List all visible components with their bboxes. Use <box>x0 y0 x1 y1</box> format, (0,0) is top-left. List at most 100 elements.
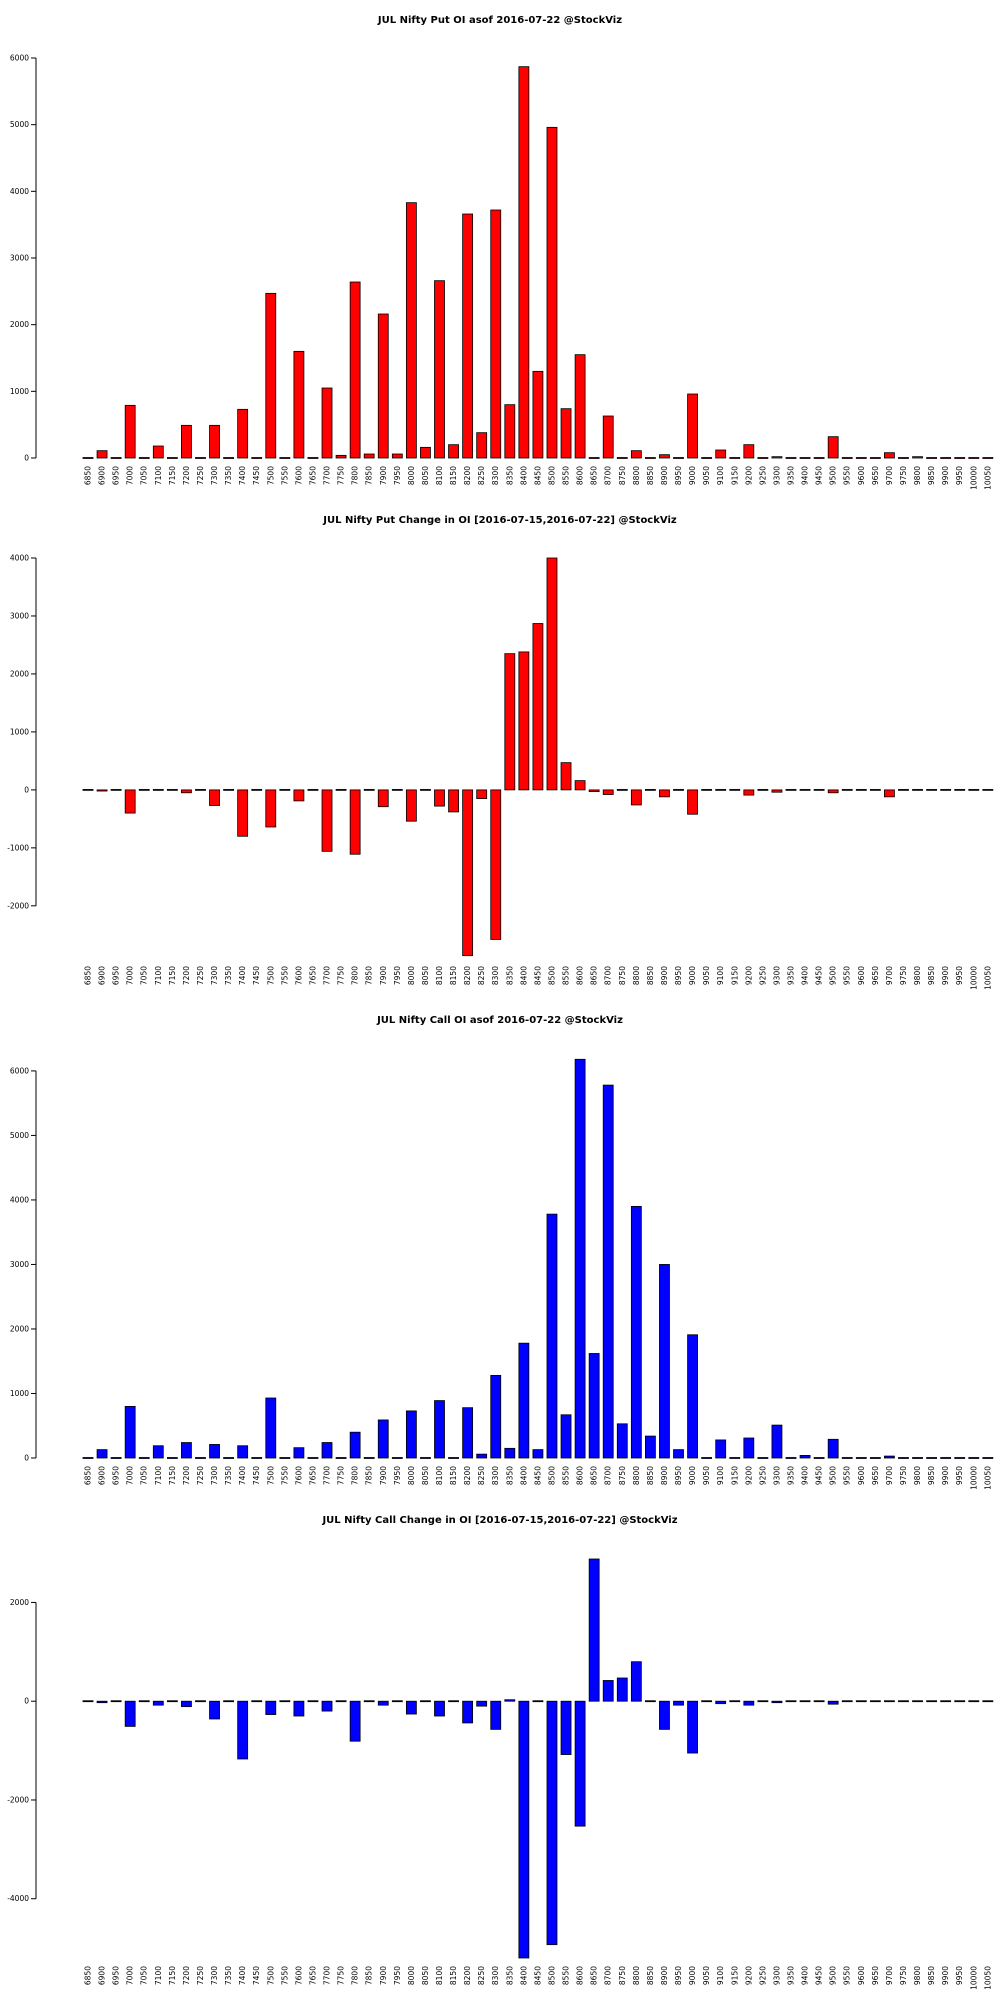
x-tick-label: 7150 <box>168 1466 177 1485</box>
bar-8950 <box>673 1449 684 1459</box>
bar-8500 <box>546 1700 558 1946</box>
bar-8650 <box>588 789 600 793</box>
bar-9150 <box>729 1700 741 1703</box>
bar-8500 <box>546 1213 558 1459</box>
x-tick-label: 7100 <box>154 1466 163 1485</box>
x-tick-label: 7100 <box>154 1966 163 1985</box>
x-tick-label: 9100 <box>716 966 725 985</box>
bar-8150 <box>448 1457 459 1459</box>
x-tick-label: 7800 <box>351 466 360 485</box>
bar-7650 <box>307 1457 319 1459</box>
x-tick-label: 7000 <box>126 966 135 985</box>
y-tick-label: 6000 <box>10 1066 29 1075</box>
bar-9350 <box>785 788 797 791</box>
x-tick-label: 7400 <box>238 966 247 985</box>
bar-9300 <box>771 1424 783 1459</box>
x-tick-label: 7150 <box>168 966 177 985</box>
bar-9600 <box>855 457 867 459</box>
y-tick-label: 4000 <box>10 187 29 196</box>
x-tick-label: 7800 <box>351 966 360 985</box>
x-tick-label: 7650 <box>308 1966 317 1985</box>
bar-8900 <box>659 1700 670 1730</box>
y-tick-label: 2000 <box>10 1598 29 1607</box>
x-tick-label: 9400 <box>801 966 810 985</box>
call-oi-chart-panel: JUL Nifty Call OI asof 2016-07-22 @Stock… <box>0 1000 1000 1500</box>
bar-9800 <box>912 788 923 791</box>
bar-8650 <box>588 457 600 459</box>
x-tick-label: 8150 <box>449 966 458 985</box>
bar-7200 <box>181 424 192 459</box>
bar-8450 <box>532 623 544 791</box>
y-tick-label: 3000 <box>10 611 29 620</box>
bar-8650 <box>588 1558 600 1702</box>
bar-8500 <box>546 126 558 459</box>
bar-9100 <box>715 1700 727 1705</box>
x-tick-label: 8750 <box>618 1466 627 1485</box>
x-tick-label: 9350 <box>787 466 796 485</box>
bar-7750 <box>335 454 347 459</box>
bar-6900 <box>96 450 108 459</box>
x-tick-label: 7900 <box>379 466 388 485</box>
bar-7350 <box>223 457 235 459</box>
bar-7600 <box>293 350 305 459</box>
x-tick-label: 6900 <box>98 966 107 985</box>
x-tick-label: 7250 <box>196 1466 205 1485</box>
bar-9900 <box>940 788 952 791</box>
put-oi-chart: JUL Nifty Put OI asof 2016-07-22 @StockV… <box>10 15 994 490</box>
y-axis: 0 1000 2000 3000 4000 5000 6000 <box>10 54 37 463</box>
x-tick-label: 7600 <box>294 1966 303 1985</box>
bar-9950 <box>954 457 966 459</box>
bar-7100 <box>152 788 164 791</box>
x-tick-label: 9950 <box>955 966 964 985</box>
bar-9400 <box>799 1700 811 1703</box>
bar-9850 <box>926 457 937 459</box>
bar-7050 <box>138 1457 150 1459</box>
bar-8700 <box>602 415 614 459</box>
bar-10000 <box>968 1700 980 1703</box>
bar-9200 <box>743 1700 755 1706</box>
x-tick-label: 8000 <box>407 1466 416 1485</box>
x-tick-label: 9900 <box>941 1966 950 1985</box>
bar-7150 <box>166 788 178 791</box>
bar-9550 <box>841 457 853 459</box>
bar-7300 <box>209 789 220 806</box>
bar-8850 <box>645 457 656 459</box>
x-tick-label: 8100 <box>435 1966 444 1985</box>
x-tick-label: 7200 <box>182 1466 191 1485</box>
x-axis-labels: 6850 6900 6950 7000 7050 7100 7150 7200 7250 7300… <box>84 466 993 490</box>
x-tick-label: 9800 <box>913 466 922 485</box>
x-tick-label: 8550 <box>562 1466 571 1485</box>
x-tick-label: 8950 <box>674 1966 683 1985</box>
bar-8700 <box>602 1084 614 1459</box>
bar-6950 <box>110 788 122 791</box>
bar-9200 <box>743 1437 755 1459</box>
x-tick-label: 7650 <box>308 966 317 985</box>
y-tick-label: 3000 <box>10 1260 29 1269</box>
x-axis-labels: 6850 6900 6950 7000 7050 7100 7150 7200 7250 7300… <box>84 966 993 990</box>
bar-8200 <box>462 213 474 459</box>
bar-7300 <box>209 1444 220 1459</box>
bar-7100 <box>152 1700 164 1706</box>
x-tick-label: 9650 <box>871 1466 880 1485</box>
bar-8200 <box>462 1407 474 1459</box>
bar-8100 <box>434 1400 445 1459</box>
x-tick-label: 9050 <box>702 466 711 485</box>
x-tick-label: 9750 <box>899 966 908 985</box>
x-tick-label: 8450 <box>533 1966 542 1985</box>
x-tick-label: 9400 <box>801 1966 810 1985</box>
x-tick-label: 7550 <box>280 466 289 485</box>
bar-8350 <box>504 404 516 459</box>
x-tick-label: 9100 <box>716 1466 725 1485</box>
bar-8900 <box>659 1264 670 1459</box>
bar-8550 <box>560 408 572 459</box>
x-tick-label: 7600 <box>294 1466 303 1485</box>
bar-8250 <box>476 432 488 459</box>
x-tick-label: 7750 <box>337 1466 346 1485</box>
x-tick-label: 8650 <box>590 466 599 485</box>
x-tick-label: 7050 <box>140 1966 149 1985</box>
bar-7400 <box>237 1700 249 1760</box>
put-oi-chart-panel: JUL Nifty Put OI asof 2016-07-22 @StockV… <box>0 0 1000 500</box>
bar-8000 <box>405 789 417 822</box>
x-tick-label: 9750 <box>899 466 908 485</box>
x-tick-label: 7700 <box>323 466 332 485</box>
